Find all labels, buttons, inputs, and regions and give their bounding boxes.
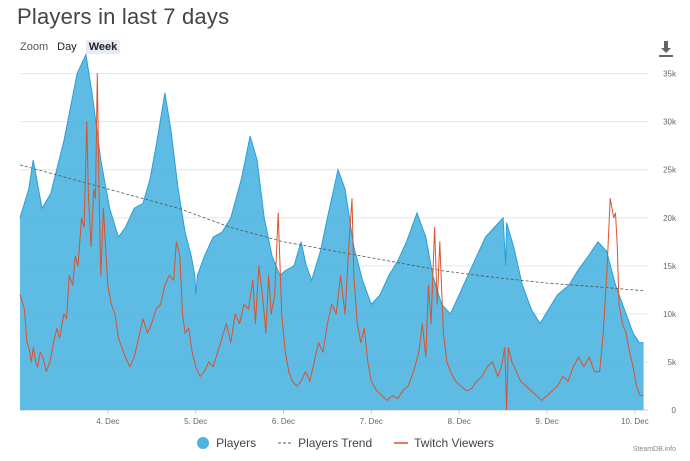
x-tick-label: 7. Dec bbox=[360, 417, 383, 426]
legend-twitch-viewers[interactable]: Twitch Viewers bbox=[394, 436, 494, 450]
zoom-day-button[interactable]: Day bbox=[57, 41, 77, 53]
x-tick-label: 4. Dec bbox=[96, 417, 119, 426]
chart-legend: Players Players Trend Twitch Viewers bbox=[0, 436, 690, 450]
y-tick-label: 25k bbox=[663, 166, 677, 175]
twitch-marker-icon bbox=[394, 442, 409, 444]
legend-players-trend[interactable]: Players Trend bbox=[278, 436, 372, 450]
legend-players[interactable]: Players bbox=[196, 436, 256, 450]
players-trend-line bbox=[19, 164, 644, 292]
zoom-label: Zoom bbox=[20, 41, 49, 53]
y-tick-label: 20k bbox=[663, 214, 677, 223]
y-tick-label: 15k bbox=[663, 262, 677, 271]
players-marker-icon bbox=[197, 437, 210, 449]
y-tick-label: 0 bbox=[672, 406, 677, 415]
x-tick-label: 8. Dec bbox=[448, 417, 471, 426]
legend-players-trend-label: Players Trend bbox=[298, 436, 373, 450]
y-tick-label: 10k bbox=[663, 310, 677, 319]
legend-players-label: Players bbox=[216, 436, 257, 450]
players-trend-series-line bbox=[19, 164, 644, 292]
twitch-viewers-line bbox=[19, 73, 644, 411]
x-tick-label: 9. Dec bbox=[535, 417, 558, 426]
y-tick-label: 30k bbox=[663, 118, 677, 127]
x-tick-label: 5. Dec bbox=[184, 417, 207, 426]
players-area-fill bbox=[20, 54, 644, 411]
players-series-line bbox=[19, 52, 644, 344]
legend-twitch-viewers-label: Twitch Viewers bbox=[414, 436, 494, 450]
download-icon[interactable] bbox=[658, 40, 674, 58]
twitch-viewers-series-line bbox=[19, 73, 644, 411]
y-tick-label: 35k bbox=[663, 70, 677, 79]
page-title: Players in last 7 days bbox=[17, 4, 230, 29]
x-tick-label: 6. Dec bbox=[272, 417, 295, 426]
zoom-week-button[interactable]: Week bbox=[85, 40, 121, 54]
y-tick-label: 5k bbox=[668, 358, 677, 367]
source-credit: SteamDB.info bbox=[632, 446, 676, 453]
x-tick-label: 10. Dec bbox=[621, 417, 649, 426]
axis-labels: 0 5k 10k 15k 20k 25k 30k 35k 4. Dec 5. Dec 6. Dec 7… bbox=[96, 70, 677, 426]
players-area bbox=[19, 52, 644, 411]
zoom-toolbar: Zoom Day Week bbox=[20, 40, 121, 54]
trend-marker-icon bbox=[278, 442, 293, 444]
